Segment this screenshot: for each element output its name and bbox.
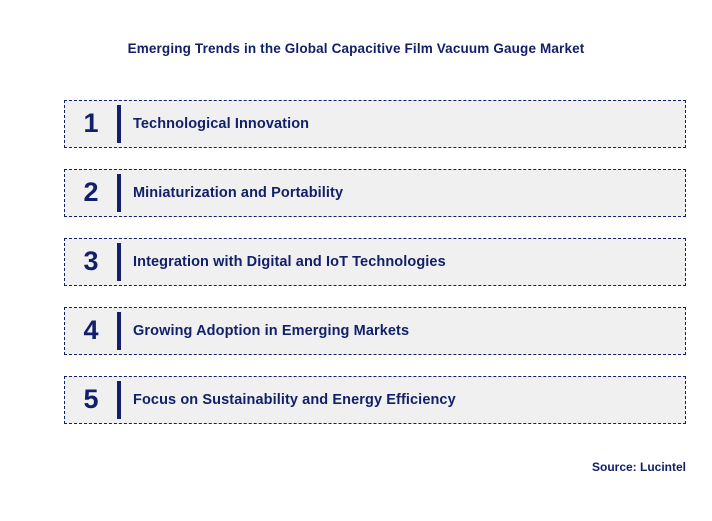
divider — [117, 105, 121, 143]
trend-list: 1 Technological Innovation 2 Miniaturiza… — [64, 100, 686, 424]
page-title: Emerging Trends in the Global Capacitive… — [127, 41, 585, 56]
trend-rank-number: 3 — [83, 245, 99, 276]
trend-rank-number: 2 — [83, 176, 99, 207]
trend-rank-number: 4 — [83, 314, 99, 345]
list-item[interactable]: 4 Growing Adoption in Emerging Markets — [64, 307, 686, 355]
trend-rank-number: 5 — [83, 383, 99, 414]
trend-label: Integration with Digital and IoT Technol… — [133, 254, 446, 270]
list-item[interactable]: 5 Focus on Sustainability and Energy Eff… — [64, 376, 686, 424]
list-item[interactable]: 2 Miniaturization and Portability — [64, 169, 686, 217]
list-item[interactable]: 1 Technological Innovation — [64, 100, 686, 148]
divider — [117, 312, 121, 350]
trend-label: Technological Innovation — [133, 116, 310, 132]
trend-label: Growing Adoption in Emerging Markets — [133, 323, 410, 339]
divider — [117, 243, 121, 281]
trend-rank-number: 1 — [83, 107, 99, 138]
divider — [117, 381, 121, 419]
trend-label: Miniaturization and Portability — [133, 185, 344, 201]
trend-label: Focus on Sustainability and Energy Effic… — [133, 392, 456, 408]
source-attribution: Source: Lucintel — [591, 460, 686, 474]
divider — [117, 174, 121, 212]
list-item[interactable]: 3 Integration with Digital and IoT Techn… — [64, 238, 686, 286]
